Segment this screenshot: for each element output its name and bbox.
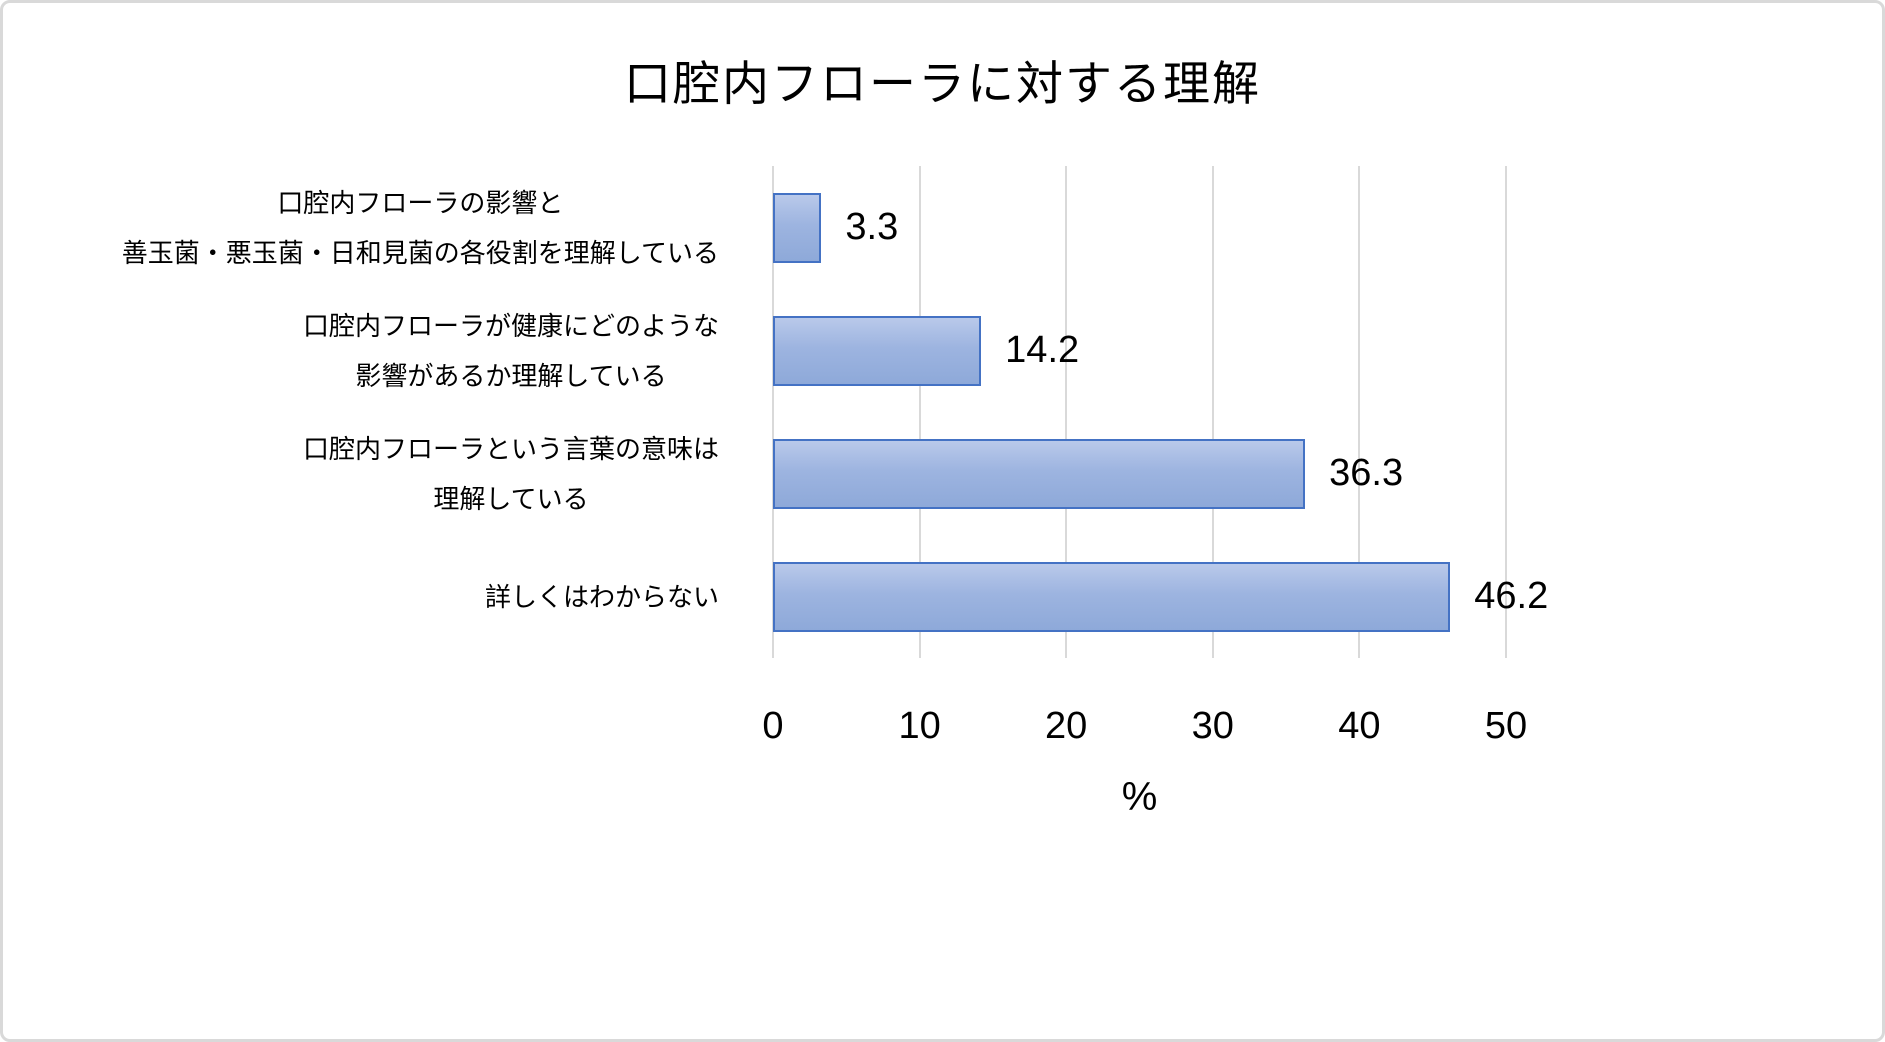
gridline bbox=[918, 166, 921, 658]
x-tick-label: 0 bbox=[762, 705, 784, 747]
category-label: 口腔内フローラという言葉の意味は 理解している bbox=[3, 412, 745, 535]
x-tick-label: 30 bbox=[1191, 705, 1234, 747]
bar bbox=[773, 438, 1306, 509]
category-label-text: 詳しくはわからない bbox=[484, 581, 719, 612]
gridline bbox=[1358, 166, 1361, 658]
gridline bbox=[772, 166, 774, 658]
category-labels: 口腔内フローラの影響と 善玉菌・悪玉菌・日和見菌の各役割を理解している口腔内フロ… bbox=[3, 166, 745, 658]
chart-title: 口腔内フローラに対する理解 bbox=[624, 57, 1261, 110]
value-label: 46.2 bbox=[1474, 575, 1549, 617]
x-axis: 0 10 20 30 40 50 bbox=[762, 705, 1527, 755]
gridline bbox=[1505, 166, 1507, 658]
x-axis-label: % bbox=[1121, 775, 1158, 819]
bar bbox=[773, 315, 982, 386]
category-label: 口腔内フローラの影響と 善玉菌・悪玉菌・日和見菌の各役割を理解している bbox=[3, 166, 745, 289]
bar bbox=[773, 561, 1451, 632]
category-label-text: 口腔内フローラが健康にどのような 影響があるか理解している bbox=[302, 310, 719, 391]
gridline bbox=[1065, 166, 1068, 658]
category-label: 口腔内フローラが健康にどのような 影響があるか理解している bbox=[3, 289, 745, 412]
value-label: 36.3 bbox=[1329, 452, 1404, 494]
x-tick-label: 10 bbox=[898, 705, 941, 747]
category-label-text: 口腔内フローラという言葉の意味は 理解している bbox=[302, 433, 719, 514]
category-label-text: 口腔内フローラの影響と 善玉菌・悪玉菌・日和見菌の各役割を理解している bbox=[121, 187, 719, 268]
category-label: 詳しくはわからない bbox=[3, 535, 745, 658]
x-tick-label: 40 bbox=[1338, 705, 1381, 747]
plot-area: 3.3 14.2 36.3 46.2 bbox=[772, 166, 1548, 658]
x-tick-label: 50 bbox=[1484, 705, 1528, 747]
x-tick-label: 20 bbox=[1045, 705, 1088, 747]
gridline bbox=[1211, 166, 1214, 658]
value-label: 3.3 bbox=[845, 206, 899, 248]
value-label: 14.2 bbox=[1005, 329, 1080, 371]
bar bbox=[773, 192, 822, 263]
